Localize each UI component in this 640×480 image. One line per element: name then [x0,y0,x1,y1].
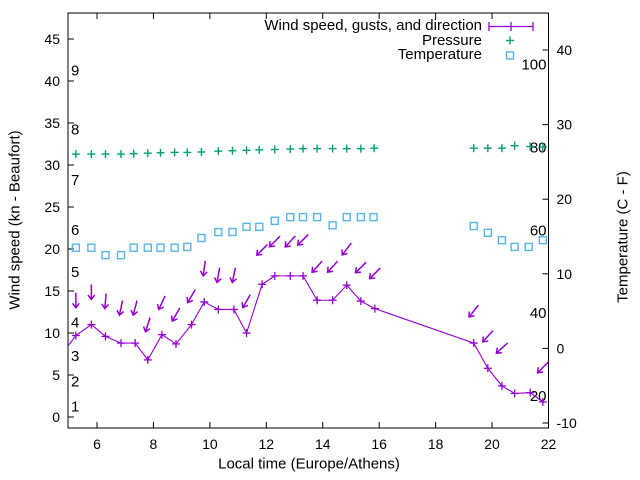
svg-text:16: 16 [371,436,387,452]
svg-text:10: 10 [202,436,218,452]
svg-text:7: 7 [71,172,79,189]
svg-text:-10: -10 [557,415,577,431]
wind-direction-arrow [87,284,96,301]
svg-text:18: 18 [428,436,444,452]
legend-label-temperature: Temperature [397,46,482,63]
wind-direction-arrow [311,260,323,274]
svg-text:60: 60 [530,222,547,239]
svg-text:2: 2 [71,373,79,390]
svg-text:40: 40 [530,305,547,322]
wind-direction-arrow [116,300,125,317]
svg-text:4: 4 [71,315,79,332]
wind-direction-arrow [268,235,281,248]
svg-text:35: 35 [44,115,60,131]
wind-direction-arrow [255,244,268,257]
beaufort-labels: 1 2 3 4 5 6 7 8 9 [71,63,79,416]
wind-direction-arrow [536,361,549,374]
wind-direction-arrow [130,300,139,317]
svg-text:6: 6 [71,222,79,239]
svg-text:40: 40 [557,42,573,58]
pressure-plus-symbol [506,36,514,45]
svg-text:0: 0 [52,409,60,425]
wind-direction-arrow [341,242,352,256]
svg-text:20: 20 [557,191,573,207]
left-axis-title: Wind speed (kn - Beaufort) [6,130,24,310]
svg-text:8: 8 [150,436,158,452]
svg-text:14: 14 [315,436,331,452]
svg-text:1: 1 [71,399,79,416]
svg-text:20: 20 [484,436,500,452]
wind-direction-arrow [296,233,309,246]
svg-text:5: 5 [52,367,60,383]
wind-direction-arrow [284,235,296,248]
wind-direction-arrow [481,330,494,343]
wind-direction-arrow [142,317,151,333]
svg-text:12: 12 [259,436,275,452]
svg-text:22: 22 [541,436,557,452]
svg-text:25: 25 [44,199,60,215]
svg-text:40: 40 [44,73,60,89]
svg-text:10: 10 [44,325,60,341]
wind-direction-arrow [101,293,110,310]
legend-entry-pressure: Pressure [264,31,536,49]
temperature-series [71,212,548,260]
legend: Wind speed, gusts, and direction Pressur… [264,17,536,63]
plot-frame [67,12,549,429]
svg-text:20: 20 [530,388,547,405]
wind-direction-arrow [326,260,339,274]
svg-text:5: 5 [71,264,79,281]
svg-text:0: 0 [557,340,565,356]
wind-direction-arrow [354,261,367,274]
wind-direction-arrow [468,304,479,319]
right-axis-title: Temperature (C - F) [614,171,632,303]
svg-text:30: 30 [44,157,60,173]
svg-text:8: 8 [71,121,79,138]
wind-direction-arrow [156,295,166,311]
svg-text:45: 45 [44,31,60,47]
svg-text:10: 10 [557,266,573,282]
series-layer [68,141,549,406]
wind-direction-arrow [170,307,181,323]
wind-direction-arrow [199,260,208,277]
svg-text:100: 100 [521,57,546,74]
svg-text:80: 80 [530,139,547,156]
svg-text:15: 15 [44,283,60,299]
wind-direction-arrow [368,267,381,280]
x-axis-title: Local time (Europe/Athens) [218,455,400,473]
wind-direction-arrow [186,289,196,304]
wind-direction-arrow [241,294,251,309]
svg-text:3: 3 [71,348,79,365]
wind-direction-arrow [213,267,222,284]
wind-direction-arrow [229,267,238,284]
svg-text:30: 30 [557,117,573,133]
fahrenheit-labels: 20 40 60 80 100 [521,57,546,406]
legend-entry-temperature: Temperature [264,46,536,63]
axis-ticks [68,13,549,428]
svg-text:20: 20 [44,241,60,257]
legend-entry-wind: Wind speed, gusts, and direction [264,17,536,34]
wind-errorbar-symbol [488,21,534,31]
legend-label-pressure: Pressure [421,31,482,49]
svg-text:9: 9 [71,63,79,80]
wind-series [68,233,549,406]
wind-direction-arrow [71,292,80,309]
svg-text:6: 6 [93,436,101,452]
temperature-square-symbol [505,51,515,60]
pressure-series [71,141,547,159]
wind-direction-arrow [495,342,509,354]
legend-label-wind: Wind speed, gusts, and direction [264,17,482,34]
